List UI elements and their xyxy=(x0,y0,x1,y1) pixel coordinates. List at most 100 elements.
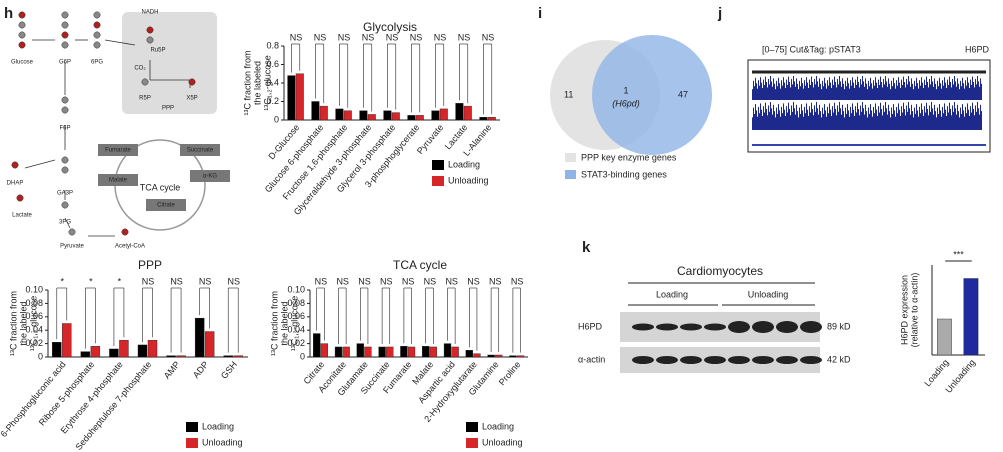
track-bar xyxy=(907,84,908,100)
track-bar xyxy=(835,82,836,100)
track-bar xyxy=(771,108,772,130)
track-bar xyxy=(824,77,825,100)
track-bar xyxy=(827,80,828,100)
track-bar xyxy=(885,102,886,130)
metabolite-label: Glucose xyxy=(11,60,34,66)
track-bar xyxy=(960,80,961,100)
track-bar xyxy=(886,108,887,130)
track-bar xyxy=(863,108,864,130)
bar xyxy=(147,340,158,358)
track-bar xyxy=(938,86,939,100)
track-bar xyxy=(937,107,938,130)
track-bar xyxy=(835,109,836,130)
bar xyxy=(415,115,424,121)
track-bar xyxy=(789,109,790,130)
track-bar xyxy=(884,111,885,130)
track-bar xyxy=(805,85,806,100)
carbon-atom xyxy=(61,96,69,104)
track-bar xyxy=(866,83,867,100)
band xyxy=(632,323,654,331)
y-axis-label: ¹³C fraction from xyxy=(8,291,18,356)
bar xyxy=(443,343,452,358)
track-bar xyxy=(779,83,780,100)
sig-label: NS xyxy=(199,276,212,286)
track-title: [0–75] Cut&Tag: pSTAT3 xyxy=(762,44,861,54)
metabolite-box xyxy=(190,170,230,182)
track-bar xyxy=(836,87,837,100)
track-bar xyxy=(918,88,919,100)
track-bar xyxy=(870,104,871,130)
metabolite-label: 3PG xyxy=(59,220,71,226)
track-bar xyxy=(846,86,847,100)
band xyxy=(800,321,822,333)
panel-label: h xyxy=(4,5,13,22)
band xyxy=(656,323,678,331)
chart-title: PPP xyxy=(138,258,162,272)
track-bar xyxy=(792,84,793,100)
track-bar xyxy=(868,107,869,130)
y-axis-label: the labeled xyxy=(252,61,262,105)
track-bar xyxy=(951,115,952,130)
track-bar xyxy=(845,80,846,100)
track-bar xyxy=(981,83,982,100)
y-tick-label: 0.08 xyxy=(287,298,305,308)
track-bar xyxy=(772,114,773,130)
bar xyxy=(233,355,243,358)
metabolite-label: NADH xyxy=(141,10,158,16)
track-bar xyxy=(893,77,894,100)
carbon-atom xyxy=(18,11,26,19)
bar xyxy=(407,115,416,121)
track-bar xyxy=(923,116,924,130)
track-bar xyxy=(961,86,962,100)
track-bar xyxy=(962,77,963,100)
track-bar xyxy=(845,107,846,130)
track-bar xyxy=(795,114,796,130)
carbon-atom xyxy=(61,11,69,19)
track-bar xyxy=(808,116,809,130)
track-bar xyxy=(976,84,977,100)
track-bar xyxy=(862,76,863,100)
track-bar xyxy=(822,107,823,130)
track-bar xyxy=(764,85,765,100)
track-bar xyxy=(914,80,915,100)
track-bar xyxy=(924,106,925,130)
track-bar xyxy=(891,80,892,100)
carbon-atom xyxy=(11,161,19,169)
track-bar xyxy=(763,106,764,130)
chart-title: Glycolysis xyxy=(363,20,417,34)
sig-label: NS xyxy=(511,276,524,286)
legend-label: Loading xyxy=(448,159,480,169)
track-bar xyxy=(895,88,896,100)
track-bar xyxy=(944,77,945,100)
y-tick-label: 0.06 xyxy=(287,311,305,321)
track-bar xyxy=(792,111,793,130)
track-bar xyxy=(964,88,965,100)
track-bar xyxy=(887,86,888,100)
track-bar xyxy=(770,76,771,100)
legend-label: Unloading xyxy=(448,175,489,185)
band xyxy=(680,323,702,331)
track-bar xyxy=(910,114,911,130)
track-bar xyxy=(829,103,830,130)
sig-label: NS xyxy=(227,276,240,286)
track-bar xyxy=(936,117,937,130)
track-bar xyxy=(874,85,875,100)
track-bar xyxy=(899,109,900,130)
track-bar xyxy=(895,116,896,130)
track-bar xyxy=(764,112,765,130)
track-bar xyxy=(980,104,981,130)
bar xyxy=(335,108,344,121)
track-bar xyxy=(909,108,910,130)
track-bar xyxy=(979,86,980,100)
track-bar xyxy=(853,82,854,100)
bar xyxy=(287,75,296,121)
track-bar xyxy=(862,102,863,130)
track-bar xyxy=(956,86,957,100)
track-bar xyxy=(880,102,881,130)
y-tick-label: 0 xyxy=(300,351,305,361)
track-bar xyxy=(869,113,870,130)
track-bar xyxy=(811,102,812,130)
sig-label: *** xyxy=(953,249,964,259)
carbon-atom xyxy=(93,21,101,29)
track-bar xyxy=(769,111,770,130)
